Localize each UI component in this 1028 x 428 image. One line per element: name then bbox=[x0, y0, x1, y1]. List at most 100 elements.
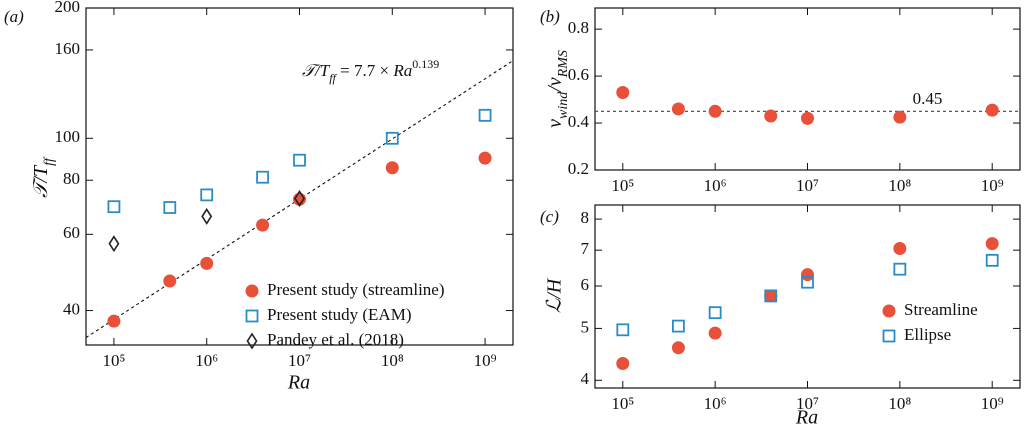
x-tick-label: 10⁵ bbox=[102, 351, 125, 370]
point bbox=[616, 356, 630, 370]
point bbox=[200, 256, 214, 270]
y-tick-label: 100 bbox=[55, 127, 81, 146]
x-tick-label: 10⁶ bbox=[195, 351, 218, 370]
x-tick-label: 10⁸ bbox=[888, 394, 911, 413]
y-tick-label: 6 bbox=[581, 275, 590, 294]
point bbox=[201, 207, 213, 225]
point bbox=[801, 268, 814, 282]
legend-label: Present study (streamline) bbox=[267, 280, 445, 299]
legend-label: Ellipse bbox=[904, 325, 951, 344]
y-label-sub: wind bbox=[556, 91, 571, 119]
annotation-part: × bbox=[375, 61, 393, 80]
point bbox=[107, 314, 121, 328]
point bbox=[708, 326, 722, 340]
y-tick-label: 80 bbox=[63, 169, 80, 188]
fit-exponent: 0.139 bbox=[412, 57, 439, 71]
y-tick-label: 4 bbox=[581, 369, 590, 388]
y-tick-label: 0.4 bbox=[568, 112, 590, 131]
y-axis-label: vwind/vRMS bbox=[544, 50, 571, 128]
legend-marker bbox=[246, 332, 258, 350]
legend-marker bbox=[245, 284, 259, 298]
legend-marker bbox=[882, 329, 896, 343]
legend-marker bbox=[245, 309, 259, 323]
y-label-part: /v bbox=[544, 77, 566, 93]
y-tick-label: 0.2 bbox=[568, 159, 589, 178]
panel-label: (c) bbox=[540, 207, 559, 226]
point bbox=[764, 109, 778, 123]
point bbox=[985, 103, 999, 117]
y-tick-label: 0.8 bbox=[568, 18, 589, 37]
point bbox=[294, 190, 305, 207]
legend-label: Streamline bbox=[904, 300, 978, 319]
point bbox=[672, 319, 685, 333]
point bbox=[671, 102, 685, 116]
x-axis-label: Ra bbox=[795, 407, 818, 428]
point bbox=[801, 111, 814, 125]
x-tick-label: 10⁵ bbox=[611, 176, 634, 195]
legend-marker bbox=[882, 304, 896, 318]
x-tick-label: 10⁷ bbox=[796, 176, 819, 195]
point bbox=[385, 161, 399, 175]
legend-label: Pandey et al. (2018) bbox=[267, 330, 404, 349]
y-tick-label: 8 bbox=[581, 208, 590, 227]
point bbox=[893, 110, 907, 124]
point bbox=[200, 188, 214, 202]
reference-label: 0.45 bbox=[913, 89, 943, 108]
plot-frame bbox=[594, 204, 1021, 389]
x-axis-label: Ra bbox=[287, 372, 310, 394]
point bbox=[616, 323, 630, 337]
panel-label: (b) bbox=[540, 7, 560, 26]
point bbox=[801, 275, 814, 289]
x-tick-label: 10⁷ bbox=[796, 394, 819, 413]
point bbox=[893, 242, 907, 256]
y-tick-label: 7 bbox=[581, 239, 590, 258]
point bbox=[764, 289, 778, 303]
y-label-sub: ff bbox=[42, 156, 57, 166]
x-tick-label: 10⁹ bbox=[981, 394, 1004, 413]
point bbox=[163, 201, 177, 214]
panel-label: (a) bbox=[4, 7, 24, 26]
x-tick-label: 10⁹ bbox=[474, 351, 497, 370]
fit-coefficient: 7.7 bbox=[354, 61, 376, 80]
annotation-sub: ff bbox=[329, 71, 337, 85]
point bbox=[385, 131, 399, 145]
point bbox=[256, 218, 270, 232]
y-tick-label: 0.6 bbox=[568, 65, 589, 84]
point bbox=[764, 289, 778, 303]
point bbox=[893, 262, 907, 276]
fit-annotation: 𝒯/Tff = 7.7 × Ra0.139 bbox=[302, 57, 439, 85]
x-tick-label: 10⁵ bbox=[611, 394, 634, 413]
point bbox=[708, 306, 722, 320]
point bbox=[293, 153, 306, 167]
y-axis-label: 𝒯/Tff bbox=[30, 156, 57, 198]
y-tick-label: 60 bbox=[63, 223, 80, 242]
plot-frame bbox=[594, 7, 1021, 171]
annotation-part: Ra bbox=[392, 61, 412, 80]
point bbox=[708, 104, 722, 118]
point bbox=[671, 341, 685, 355]
point bbox=[478, 151, 492, 165]
x-tick-label: 10⁸ bbox=[888, 176, 911, 195]
y-label-part: v bbox=[544, 119, 566, 128]
point bbox=[163, 274, 177, 288]
x-tick-label: 10⁷ bbox=[288, 351, 311, 370]
point bbox=[985, 253, 999, 267]
y-tick-label: 160 bbox=[55, 39, 81, 58]
annotation-part: = bbox=[336, 61, 354, 80]
point bbox=[256, 170, 269, 184]
legend-label: Present study (EAM) bbox=[267, 305, 411, 324]
point bbox=[985, 237, 999, 251]
x-tick-label: 10⁶ bbox=[704, 394, 727, 413]
y-tick-label: 5 bbox=[581, 317, 590, 336]
point bbox=[616, 86, 630, 100]
y-axis-label: ℒ/H bbox=[544, 277, 566, 313]
x-tick-label: 10⁹ bbox=[981, 176, 1004, 195]
y-label-sub: RMS bbox=[556, 50, 571, 78]
annotation-part: 𝒯/T bbox=[302, 61, 331, 80]
x-tick-label: 10⁶ bbox=[704, 176, 727, 195]
y-tick-label: 40 bbox=[63, 299, 80, 318]
point bbox=[478, 108, 492, 122]
y-tick-label: 200 bbox=[55, 0, 81, 16]
point bbox=[107, 200, 121, 214]
